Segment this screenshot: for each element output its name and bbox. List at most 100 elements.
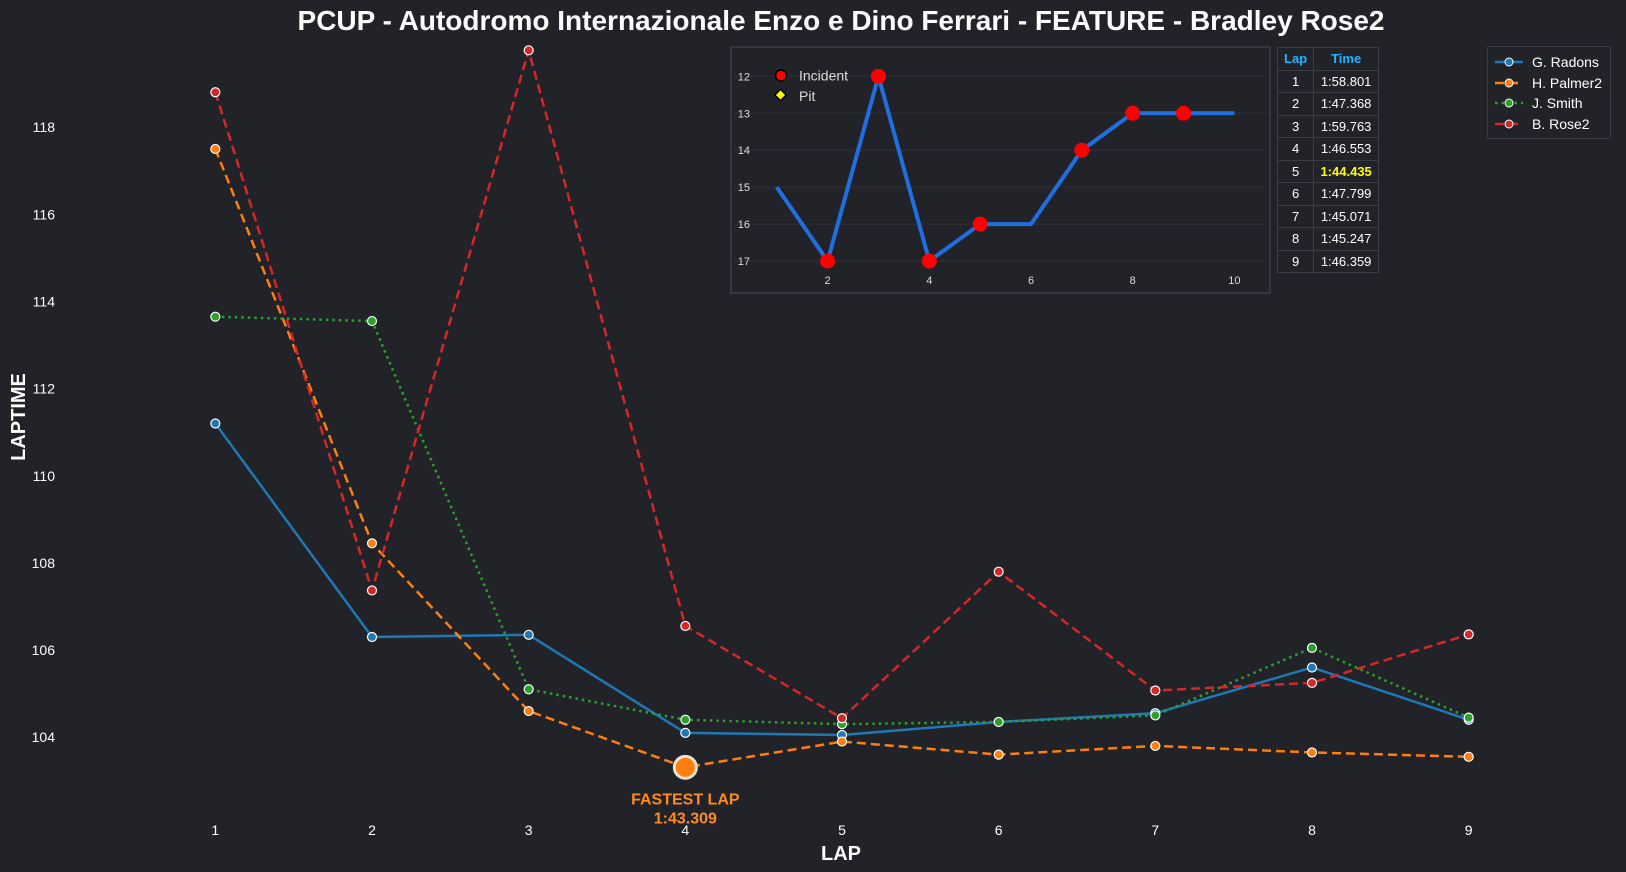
inset-x-tick-label: 6 (1028, 275, 1034, 287)
table-header-row: Lap Time (1276, 47, 1380, 71)
position-inset-chart: 12 13 14 15 16 17 2 4 6 8 10 Incident Pit (730, 46, 1271, 294)
position-line (775, 74, 1235, 264)
data-point (1306, 642, 1318, 653)
x-tick-label: 5 (838, 822, 846, 838)
lap-number-cell: 3 (1276, 114, 1315, 138)
data-point (836, 713, 848, 724)
data-point (366, 315, 378, 327)
inset-x-tick-label: 4 (926, 275, 932, 287)
incident-marker (820, 253, 836, 269)
incident-legend-marker (774, 69, 788, 82)
y-axis-label: LAPTIME (8, 373, 30, 461)
data-point (210, 143, 221, 155)
table-row: 6 1:47.799 (1276, 182, 1380, 206)
fastest-lap-marker (672, 754, 698, 780)
data-point (993, 716, 1004, 728)
data-point (366, 631, 378, 643)
inset-x-tick-label: 8 (1130, 275, 1136, 287)
inset-y-tick-label: 16 (738, 219, 750, 231)
legend-label: H. Palmer2 (1532, 74, 1603, 91)
inset-position-series (775, 68, 1235, 269)
series-line (215, 315, 1470, 726)
table-row: 7 1:45.071 (1276, 204, 1380, 228)
data-point (1463, 629, 1474, 640)
incident-marker (1074, 142, 1090, 158)
table-row: 2 1:47.368 (1276, 92, 1380, 116)
x-tick-label: 8 (1308, 822, 1316, 838)
legend-swatch (1495, 78, 1523, 88)
lap-time-cell: 1:44.435 (1313, 159, 1380, 183)
x-axis-ticks: 1 2 3 4 5 6 7 8 9 (211, 822, 1472, 838)
table-row: 1 1:58.801 (1276, 69, 1380, 93)
legend-item: B. Rose2 (1494, 114, 1602, 135)
lap-number-cell: 9 (1276, 249, 1315, 273)
data-point (210, 311, 221, 322)
inset-y-ticks: 12 13 14 15 16 17 (738, 71, 750, 268)
y-tick-label: 112 (33, 381, 56, 397)
y-tick-label: 104 (32, 729, 56, 745)
series-g-radons (210, 418, 1474, 741)
lap-column-header: Lap (1276, 47, 1315, 71)
incident-marker (1176, 105, 1192, 121)
pit-legend-label: Pit (799, 88, 815, 104)
x-tick-label: 4 (681, 822, 689, 838)
data-point (366, 585, 378, 596)
data-point (1463, 712, 1474, 723)
inset-frame (730, 46, 1271, 294)
data-point (836, 736, 848, 747)
legend-item: G. Radons (1494, 52, 1602, 73)
data-point (523, 684, 534, 695)
data-point (523, 629, 534, 640)
lap-number-cell: 6 (1276, 182, 1315, 206)
table-row: 3 1:59.763 (1276, 114, 1380, 138)
lap-time-cell: 1:59.763 (1313, 114, 1380, 138)
data-point (1150, 710, 1161, 721)
table-row: 4 1:46.553 (1276, 137, 1380, 161)
data-point (993, 749, 1004, 760)
y-tick-label: 106 (32, 642, 56, 658)
lap-time-cell: 1:46.359 (1313, 249, 1380, 273)
data-point (1463, 751, 1474, 762)
data-point (1150, 740, 1161, 752)
lap-time-cell: 1:45.247 (1313, 227, 1380, 251)
legend-swatch (1495, 57, 1523, 67)
y-tick-label: 118 (33, 119, 56, 135)
legend-swatch (1495, 119, 1523, 129)
lap-number-cell: 1 (1276, 69, 1315, 93)
y-tick-label: 114 (33, 293, 56, 309)
lap-number-cell: 4 (1276, 137, 1315, 161)
x-tick-label: 3 (525, 822, 533, 838)
data-point (1150, 685, 1161, 696)
series-line (214, 422, 1470, 737)
data-point (1306, 662, 1318, 673)
y-tick-label: 108 (32, 555, 56, 571)
series-b-rose2 (210, 45, 1474, 724)
inset-x-ticks: 2 4 6 8 10 (825, 275, 1241, 287)
data-point (210, 418, 221, 429)
data-point (680, 727, 691, 738)
lap-time-cell: 1:47.368 (1313, 92, 1380, 116)
lap-times-table: Lap Time 1 1:58.801 2 1:47.368 3 1:59.763 4 1:4… (1276, 47, 1380, 273)
series-j-smith (210, 311, 1474, 730)
pit-legend-marker (773, 88, 788, 102)
x-axis-label: LAP (821, 843, 861, 865)
series-legend: G. Radons H. Palmer2 J. Smith B. Rose2 (1487, 46, 1612, 139)
data-point (210, 87, 221, 98)
lap-time-cell: 1:45.071 (1313, 204, 1380, 228)
incident-marker (870, 68, 886, 84)
data-point (523, 45, 534, 56)
inset-y-tick-label: 12 (738, 71, 750, 83)
inset-legend: Incident Pit (773, 68, 848, 104)
inset-x-tick-label: 10 (1228, 275, 1240, 287)
inset-y-tick-label: 15 (738, 182, 750, 194)
legend-item: H. Palmer2 (1494, 73, 1602, 94)
incident-marker (921, 253, 937, 269)
data-point (993, 566, 1004, 577)
table-row: 9 1:46.359 (1276, 249, 1380, 273)
table-row: 8 1:45.247 (1276, 227, 1380, 251)
legend-label: G. Radons (1532, 54, 1599, 71)
time-column-header: Time (1313, 47, 1380, 71)
lap-number-cell: 2 (1276, 92, 1315, 116)
data-point (680, 620, 691, 632)
